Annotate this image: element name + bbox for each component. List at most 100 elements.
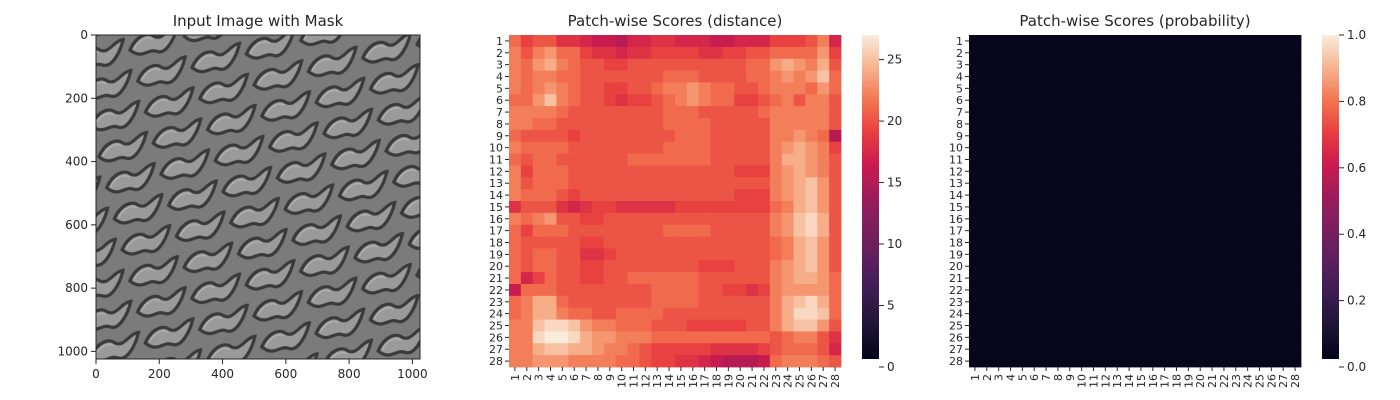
probability-heatmap-cell xyxy=(1253,58,1266,71)
distance-heatmap-cell xyxy=(556,46,569,60)
distance-heatmap-cell xyxy=(829,224,842,237)
distance-heatmap-cell xyxy=(817,153,830,166)
distance-heatmap-cell xyxy=(710,319,723,332)
distance-heatmap-cell xyxy=(615,58,628,71)
distance-heatmap-cells xyxy=(509,35,842,368)
probability-heatmap-cell xyxy=(1052,307,1065,320)
distance-heatmap-cell xyxy=(556,35,569,48)
probability-heatmap-cell xyxy=(1016,331,1029,344)
probability-heatmap-cell xyxy=(1087,94,1100,107)
distance-heatmap-y-tick-label: 2 xyxy=(496,47,503,60)
distance-heatmap-cell xyxy=(722,177,735,190)
distance-heatmap-x-tick-label: 22 xyxy=(758,374,771,388)
probability-heatmap-cell xyxy=(1241,189,1254,202)
probability-heatmap-cell xyxy=(1182,129,1195,143)
distance-heatmap-cell xyxy=(520,82,534,95)
probability-heatmap-cell xyxy=(1052,295,1065,309)
probability-heatmap-cell xyxy=(1075,295,1088,309)
distance-heatmap-cell xyxy=(592,82,605,95)
distance-heatmap-cell xyxy=(805,224,818,237)
distance-heatmap-cell xyxy=(580,82,593,95)
probability-heatmap-cell xyxy=(1289,82,1302,95)
distance-heatmap-cell xyxy=(758,58,771,71)
probability-heatmap-cell xyxy=(1194,129,1207,143)
distance-heatmap-cell xyxy=(509,118,522,131)
distance-heatmap-cell xyxy=(710,129,723,143)
probability-heatmap-cell xyxy=(1028,319,1041,332)
distance-heatmap-cell xyxy=(509,58,522,71)
probability-heatmap-cell xyxy=(1087,212,1100,226)
distance-heatmap-cell xyxy=(544,307,557,320)
distance-heatmap-cell xyxy=(627,212,640,226)
probability-heatmap-cell xyxy=(1063,260,1077,273)
probability-heatmap-cell xyxy=(1028,94,1041,107)
distance-heatmap-cell xyxy=(532,94,545,107)
probability-heatmap-cell xyxy=(1146,94,1160,107)
probability-heatmap-cell xyxy=(1028,284,1041,297)
distance-heatmap-cell xyxy=(781,94,794,107)
probability-heatmap-cell xyxy=(1028,82,1041,95)
probability-heatmap-cell xyxy=(1229,177,1243,190)
distance-heatmap-cell xyxy=(580,295,593,309)
distance-heatmap-cell xyxy=(568,201,581,214)
distance-heatmap-cell xyxy=(769,248,783,261)
probability-heatmap-cell xyxy=(1135,165,1148,178)
distance-heatmap-cell xyxy=(663,355,676,368)
probability-heatmap-cell xyxy=(1040,153,1053,166)
distance-heatmap-cell xyxy=(639,46,652,60)
probability-heatmap-cell xyxy=(969,46,982,60)
distance-heatmap-cell xyxy=(639,284,652,297)
probability-heatmap-cell xyxy=(1016,284,1029,297)
probability-heatmap-x-tick-label: 12 xyxy=(1099,374,1112,388)
distance-heatmap-cell xyxy=(603,295,617,309)
distance-heatmap-cell xyxy=(639,35,652,48)
distance-heatmap-cell xyxy=(698,70,711,83)
probability-heatmap-cell xyxy=(980,82,994,95)
probability-heatmap-cell xyxy=(1218,224,1231,237)
distance-heatmap-cell xyxy=(698,165,711,178)
probability-heatmap-cell xyxy=(992,82,1005,95)
distance-heatmap-cell xyxy=(520,284,534,297)
probability-heatmap-cell xyxy=(1229,129,1243,143)
probability-heatmap-cell xyxy=(1087,165,1100,178)
probability-heatmap-cell xyxy=(1028,331,1041,344)
distance-heatmap-cell xyxy=(817,201,830,214)
distance-heatmap-y-tick-label: 20 xyxy=(489,260,503,273)
distance-heatmap-cell xyxy=(663,260,676,273)
distance-heatmap-cell xyxy=(556,82,569,95)
distance-heatmap-cell xyxy=(769,272,783,285)
probability-heatmap-cell xyxy=(1063,106,1077,119)
distance-heatmap-cell xyxy=(580,260,593,273)
probability-heatmap-cell xyxy=(1052,58,1065,71)
distance-heatmap-cell xyxy=(663,70,676,83)
distance-heatmap-cell xyxy=(580,177,593,190)
distance-heatmap-cell xyxy=(603,272,617,285)
distance-heatmap-cell xyxy=(627,295,640,309)
probability-heatmap-cell xyxy=(980,343,994,356)
distance-heatmap-cell xyxy=(509,153,522,166)
distance-heatmap-cell xyxy=(627,118,640,131)
probability-heatmap-cell xyxy=(1265,129,1278,143)
distance-heatmap-cell xyxy=(686,343,700,356)
distance-heatmap-cell xyxy=(805,189,818,202)
distance-heatmap-cell xyxy=(544,35,557,48)
probability-heatmap-cell xyxy=(1135,177,1148,190)
probability-heatmap-cell xyxy=(1123,118,1136,131)
probability-heatmap-cell xyxy=(969,248,982,261)
distance-heatmap-cell xyxy=(544,272,557,285)
probability-heatmap-cell xyxy=(980,58,994,71)
distance-heatmap-title: Patch-wise Scores (distance) xyxy=(568,12,783,30)
probability-heatmap-cell xyxy=(1277,307,1290,320)
probability-heatmap-cell xyxy=(1028,248,1041,261)
distance-heatmap-cell xyxy=(829,295,842,309)
probability-heatmap-cell xyxy=(1253,177,1266,190)
distance-heatmap-cell xyxy=(556,284,569,297)
probability-heatmap-cell xyxy=(980,153,994,166)
probability-heatmap-cell xyxy=(1218,343,1231,356)
distance-heatmap-cell xyxy=(580,141,593,154)
distance-heatmap-cell xyxy=(520,165,534,178)
probability-heatmap-cell xyxy=(1075,236,1088,249)
probability-heatmap-cell xyxy=(1265,248,1278,261)
probability-heatmap-cell xyxy=(1194,319,1207,332)
probability-heatmap-colorbar-tick-label: 1.0 xyxy=(1347,28,1366,42)
